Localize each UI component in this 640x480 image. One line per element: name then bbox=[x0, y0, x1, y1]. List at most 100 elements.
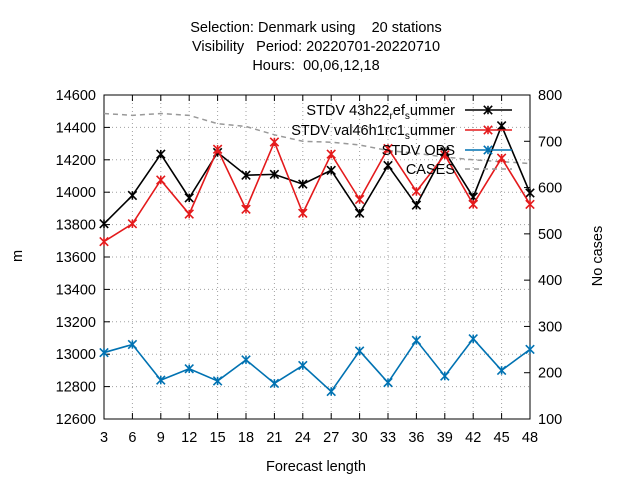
y2-tick-label: 400 bbox=[538, 273, 562, 289]
series-stdv-obs bbox=[99, 334, 535, 397]
data-point bbox=[411, 200, 422, 210]
data-point bbox=[184, 364, 194, 374]
data-point bbox=[156, 375, 166, 385]
data-point bbox=[326, 165, 336, 176]
data-point bbox=[496, 153, 507, 163]
legend-item: CASES bbox=[406, 162, 512, 178]
data-point bbox=[298, 179, 308, 189]
data-point bbox=[326, 386, 336, 397]
data-point bbox=[298, 208, 308, 219]
data-point bbox=[525, 188, 535, 198]
data-point bbox=[383, 160, 393, 171]
y-axis-label: m bbox=[10, 250, 26, 262]
title-line-2: Visibility Period: 20220701-20220710 bbox=[192, 39, 440, 55]
y2-tick-label: 300 bbox=[538, 319, 562, 335]
data-point bbox=[496, 121, 507, 131]
legend-label: CASES bbox=[406, 162, 455, 178]
series-line bbox=[103, 123, 531, 225]
data-point bbox=[99, 236, 109, 247]
series-stdv-val46h1rc1-summer bbox=[99, 137, 535, 247]
x-tick-label: 39 bbox=[437, 430, 453, 446]
x-tick-label: 12 bbox=[181, 430, 197, 446]
series-line bbox=[103, 139, 531, 243]
data-point bbox=[326, 149, 336, 159]
y-axis-right: 100 200 300 400 500 600 700 800 bbox=[524, 88, 562, 428]
x-tick-label: 27 bbox=[323, 430, 339, 446]
x-tick-label: 18 bbox=[238, 430, 254, 446]
data-point bbox=[354, 346, 365, 356]
x-tick-label: 21 bbox=[266, 430, 282, 446]
x-tick-label: 24 bbox=[295, 430, 311, 446]
data-point bbox=[241, 355, 251, 365]
data-point bbox=[241, 170, 251, 180]
y-tick-label: 13000 bbox=[56, 347, 96, 363]
y-tick-label: 12800 bbox=[56, 380, 96, 396]
title-line-3: Hours: 00,06,12,18 bbox=[252, 58, 379, 74]
y-tick-label: 12600 bbox=[56, 412, 96, 428]
data-point bbox=[241, 204, 251, 214]
y2-tick-label: 500 bbox=[538, 227, 562, 243]
x-tick-label: 6 bbox=[128, 430, 136, 446]
y-tick-label: 14000 bbox=[56, 185, 96, 201]
y-tick-label: 13600 bbox=[56, 250, 96, 266]
y2-tick-label: 600 bbox=[538, 181, 562, 197]
data-point bbox=[99, 347, 109, 358]
data-point bbox=[184, 193, 194, 203]
data-point bbox=[127, 190, 138, 201]
y2-tick-label: 700 bbox=[538, 134, 562, 150]
y-axis-left: 12600 12800 13000 13200 13400 13600 13800 14000… bbox=[56, 88, 110, 428]
data-point bbox=[184, 209, 194, 219]
x-tick-label: 42 bbox=[465, 430, 481, 446]
y2-axis-label: No cases bbox=[590, 226, 606, 286]
y-tick-label: 13800 bbox=[56, 218, 96, 234]
grid bbox=[104, 95, 530, 419]
series-layer bbox=[99, 112, 535, 397]
chart-title: Selection: Denmark using 20 stations Vis… bbox=[190, 20, 441, 74]
data-point bbox=[440, 371, 450, 381]
x-axis: 3 6 9 12 15 18 21 24 27 30 33 36 39 42 45 48 bbox=[100, 95, 538, 446]
data-point bbox=[269, 169, 280, 180]
data-point bbox=[525, 344, 535, 355]
title-line-1: Selection: Denmark using 20 stations bbox=[190, 20, 441, 36]
data-point bbox=[525, 199, 535, 210]
y2-tick-label: 800 bbox=[538, 88, 562, 104]
data-point bbox=[468, 199, 478, 210]
x-tick-label: 36 bbox=[408, 430, 424, 446]
data-point bbox=[298, 360, 308, 371]
y-tick-label: 14600 bbox=[56, 88, 96, 104]
x-tick-label: 30 bbox=[352, 430, 368, 446]
x-tick-label: 3 bbox=[100, 430, 108, 446]
legend-item: STDV val46h1rc1summer bbox=[291, 123, 512, 142]
data-point bbox=[99, 219, 109, 229]
data-point bbox=[354, 208, 365, 219]
data-point bbox=[383, 377, 393, 388]
y-tick-label: 13200 bbox=[56, 315, 96, 331]
y2-tick-label: 200 bbox=[538, 366, 562, 382]
x-tick-label: 48 bbox=[522, 430, 538, 446]
legend-item: STDV 43h22refsummer bbox=[306, 103, 512, 122]
series-line bbox=[103, 337, 531, 393]
y2-tick-label: 100 bbox=[538, 412, 562, 428]
x-axis-label: Forecast length bbox=[266, 459, 366, 475]
data-point bbox=[156, 149, 166, 159]
x-tick-label: 45 bbox=[494, 430, 510, 446]
data-point bbox=[354, 194, 365, 205]
data-point bbox=[127, 339, 138, 350]
data-point bbox=[269, 137, 280, 147]
data-point bbox=[468, 334, 478, 344]
data-point bbox=[411, 186, 422, 197]
x-tick-label: 9 bbox=[157, 430, 165, 446]
data-point bbox=[212, 376, 223, 386]
data-point bbox=[269, 378, 280, 389]
data-point bbox=[212, 144, 223, 155]
legend-item: STDV OBS bbox=[382, 143, 512, 159]
legend-label: STDV 43h22refsummer bbox=[306, 103, 455, 122]
x-tick-label: 33 bbox=[380, 430, 396, 446]
data-point bbox=[127, 219, 138, 229]
series-line bbox=[103, 112, 531, 165]
data-point bbox=[411, 335, 422, 346]
legend-label: STDV OBS bbox=[382, 143, 455, 159]
data-point bbox=[383, 143, 393, 154]
data-point bbox=[496, 365, 507, 376]
